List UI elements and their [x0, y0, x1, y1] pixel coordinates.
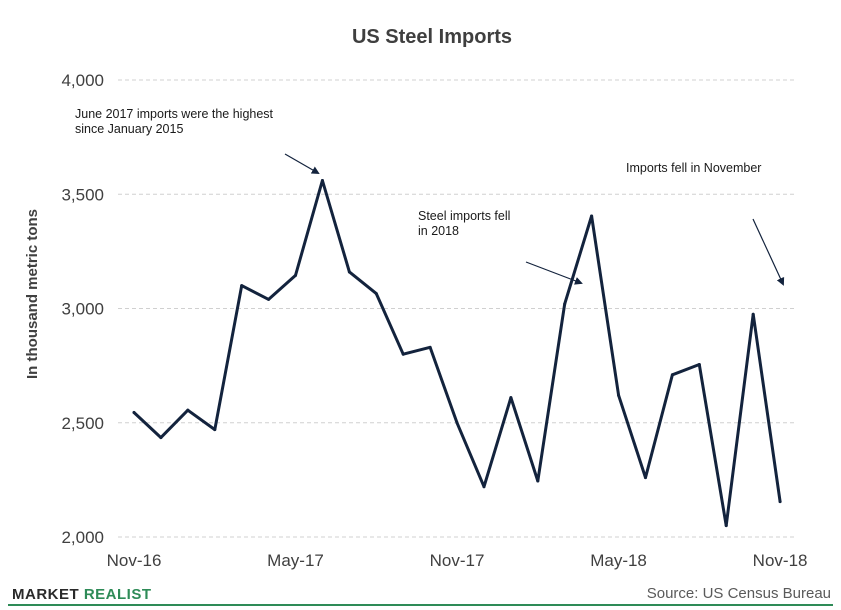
data-point — [374, 292, 378, 296]
annotation-arrow — [752, 218, 785, 286]
data-point — [724, 524, 728, 528]
x-tick-label: Nov-18 — [753, 551, 808, 570]
chart-title: US Steel Imports — [352, 26, 512, 48]
y-tick-label: 2,500 — [61, 414, 104, 433]
annotations: June 2017 imports were the highestsince … — [75, 107, 785, 286]
y-tick-label: 3,000 — [61, 300, 104, 319]
data-point — [536, 479, 540, 483]
annotation-text: Steel imports fell — [418, 209, 510, 223]
x-tick-label: May-18 — [590, 551, 647, 570]
data-point — [294, 273, 298, 277]
data-point — [590, 214, 594, 218]
footer-rule — [8, 604, 833, 606]
annotation-arrow — [284, 153, 320, 174]
data-point — [697, 362, 701, 366]
data-point — [213, 428, 217, 432]
y-axis-label: In thousand metric tons — [24, 209, 41, 379]
data-point — [347, 270, 351, 274]
source-note: Source: US Census Bureau — [646, 585, 831, 602]
data-point — [670, 373, 674, 377]
x-tick-label: Nov-16 — [107, 551, 162, 570]
y-tick-label: 4,000 — [61, 71, 104, 90]
x-axis-ticks: Nov-16 May-17 Nov-17 May-18 Nov-18 — [107, 551, 808, 570]
y-tick-label: 2,000 — [61, 528, 104, 547]
x-tick-label: Nov-17 — [430, 551, 485, 570]
data-point — [509, 396, 513, 400]
data-point — [401, 352, 405, 356]
brand-logo: MARKET REALIST — [12, 586, 152, 603]
annotation-text: in 2018 — [418, 224, 459, 238]
data-point — [320, 179, 324, 183]
y-tick-label: 3,500 — [61, 185, 104, 204]
gridlines — [118, 79, 797, 538]
data-point — [455, 421, 459, 425]
data-point — [186, 408, 190, 412]
data-point — [240, 284, 244, 288]
data-point — [778, 500, 782, 504]
data-point — [159, 436, 163, 440]
data-point — [482, 485, 486, 489]
y-axis-ticks: 2,000 2,500 3,000 3,500 4,000 — [61, 71, 104, 547]
x-tick-label: May-17 — [267, 551, 324, 570]
data-point — [267, 297, 271, 301]
data-point — [132, 410, 136, 414]
data-point — [643, 476, 647, 480]
data-point — [751, 312, 755, 316]
data-point — [428, 345, 432, 349]
annotation-text: since January 2015 — [75, 122, 183, 136]
brand-accent: REALIST — [83, 586, 152, 603]
data-point — [563, 302, 567, 306]
brand-main: MARKET — [12, 586, 84, 603]
annotation-text: June 2017 imports were the highest — [75, 107, 274, 121]
annotation-arrow — [525, 261, 583, 285]
annotation-text: Imports fell in November — [626, 161, 761, 175]
data-point — [617, 393, 621, 397]
series-layer — [132, 179, 782, 528]
